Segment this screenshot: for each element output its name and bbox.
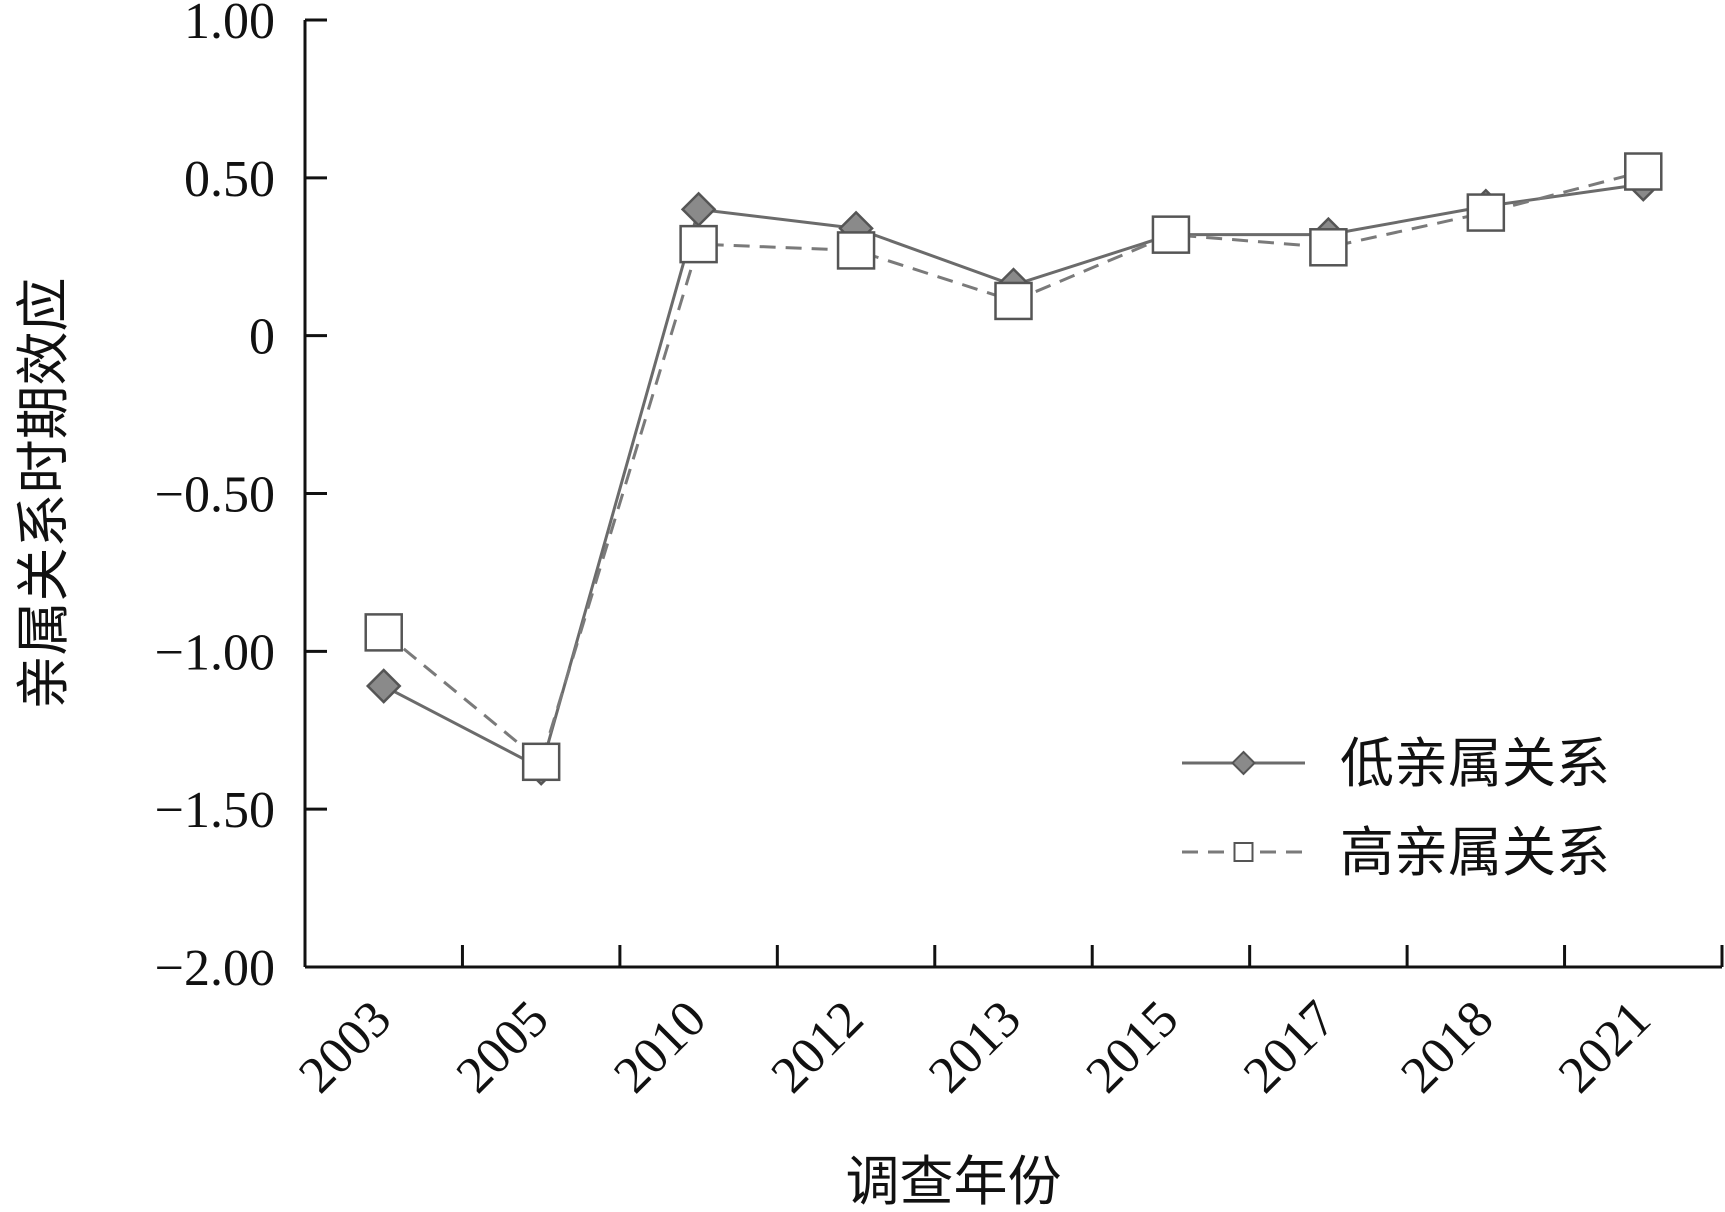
x-tick-label: 2018 (1390, 990, 1504, 1104)
x-tick-label: 2021 (1548, 990, 1662, 1104)
diamond-marker (365, 668, 402, 704)
y-tick-label: −2.00 (155, 940, 275, 997)
y-tick-label: 0.50 (184, 151, 275, 208)
square-marker (364, 613, 403, 652)
series-2 (364, 152, 1663, 782)
square-marker (1624, 152, 1663, 191)
legend-diamond-marker (1231, 750, 1256, 776)
series-1 (365, 166, 1662, 786)
square-marker (1466, 193, 1506, 232)
legend-item-2: 高亲属关系 (1182, 821, 1610, 884)
x-tick-label: 2013 (918, 990, 1032, 1104)
y-tick-label: −0.50 (155, 467, 275, 524)
x-tick-label: 2015 (1076, 990, 1190, 1104)
legend-item-1: 低亲属关系 (1182, 732, 1610, 795)
x-axis-title: 调查年份 (846, 1150, 1062, 1212)
series-layer (364, 152, 1663, 786)
y-tick-label: 0 (249, 309, 275, 366)
square-marker (836, 231, 876, 270)
x-tick-label: 2017 (1233, 990, 1347, 1104)
legend-label: 低亲属关系 (1340, 732, 1610, 795)
legend-label: 高亲属关系 (1340, 821, 1610, 884)
square-marker (994, 281, 1033, 321)
x-tick-label: 2003 (288, 990, 402, 1104)
square-marker (1309, 228, 1348, 267)
square-marker (679, 224, 718, 264)
diamond-marker (680, 191, 717, 228)
x-tick-label: 2012 (761, 990, 875, 1104)
y-tick-label: 1.00 (184, 0, 275, 50)
square-marker (521, 742, 561, 782)
y-tick-label: −1.50 (155, 782, 275, 839)
x-tick-label: 2010 (603, 990, 717, 1104)
y-axis-title: 亲属关系时期效应 (12, 278, 75, 710)
y-tick-label: −1.00 (155, 624, 275, 681)
square-marker (1151, 215, 1191, 254)
x-tick-label: 2005 (446, 990, 560, 1104)
series-line (382, 170, 1644, 765)
legend-square-marker (1233, 842, 1254, 862)
